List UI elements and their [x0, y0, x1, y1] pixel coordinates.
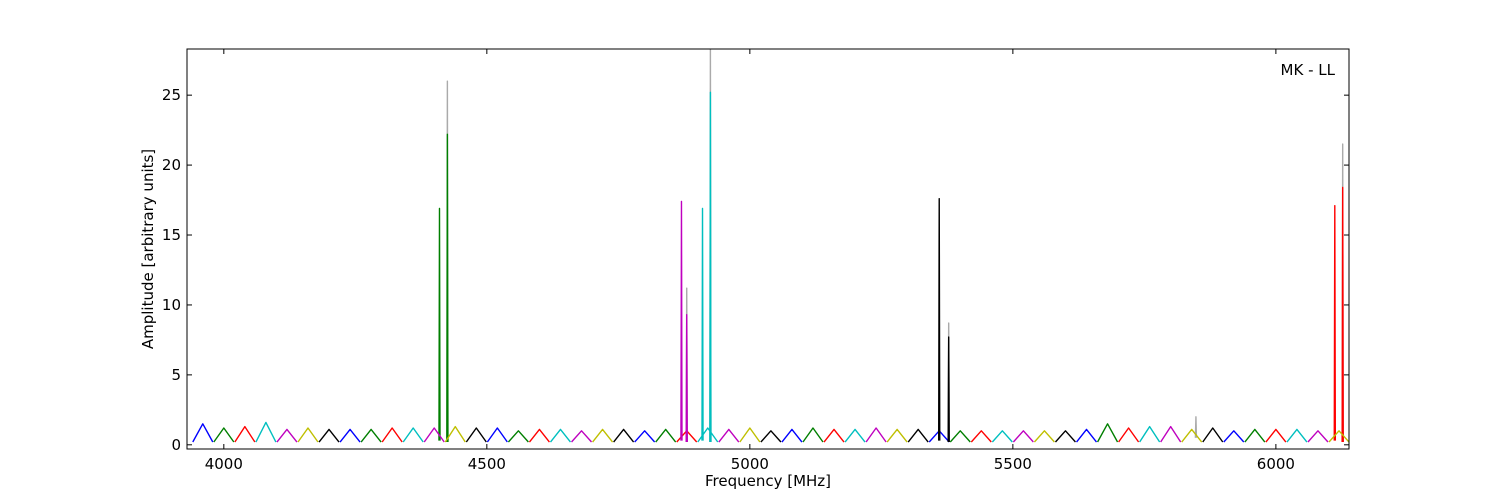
- series-line: [318, 197, 1224, 443]
- plot-lines: [192, 49, 1349, 443]
- series-line: [255, 91, 1308, 443]
- plot-frame: [186, 48, 1350, 450]
- y-tick-label: 0: [171, 436, 181, 454]
- series-line: [234, 186, 1344, 443]
- annotation: MK - LL: [1281, 61, 1336, 79]
- x-tick-label: 5000: [731, 455, 769, 473]
- x-tick-label: 4500: [468, 455, 506, 473]
- series-line: [446, 49, 1344, 443]
- series-line: [192, 423, 1245, 443]
- y-tick-label: 25: [162, 86, 181, 104]
- x-axis-label: Frequency [MHz]: [705, 472, 831, 490]
- x-tick-label: 5500: [994, 455, 1032, 473]
- y-axis-label: Amplitude [arbitrary units]: [139, 149, 157, 349]
- series-line: [213, 133, 1266, 443]
- series-line: [276, 200, 1329, 443]
- y-tick-label: 5: [171, 366, 181, 384]
- x-tick-label: 4000: [205, 455, 243, 473]
- y-tick-label: 20: [162, 156, 181, 174]
- x-tick-label: 6000: [1257, 455, 1295, 473]
- y-tick-label: 10: [162, 296, 181, 314]
- y-tick-label: 15: [162, 226, 181, 244]
- series-line: [297, 425, 1349, 443]
